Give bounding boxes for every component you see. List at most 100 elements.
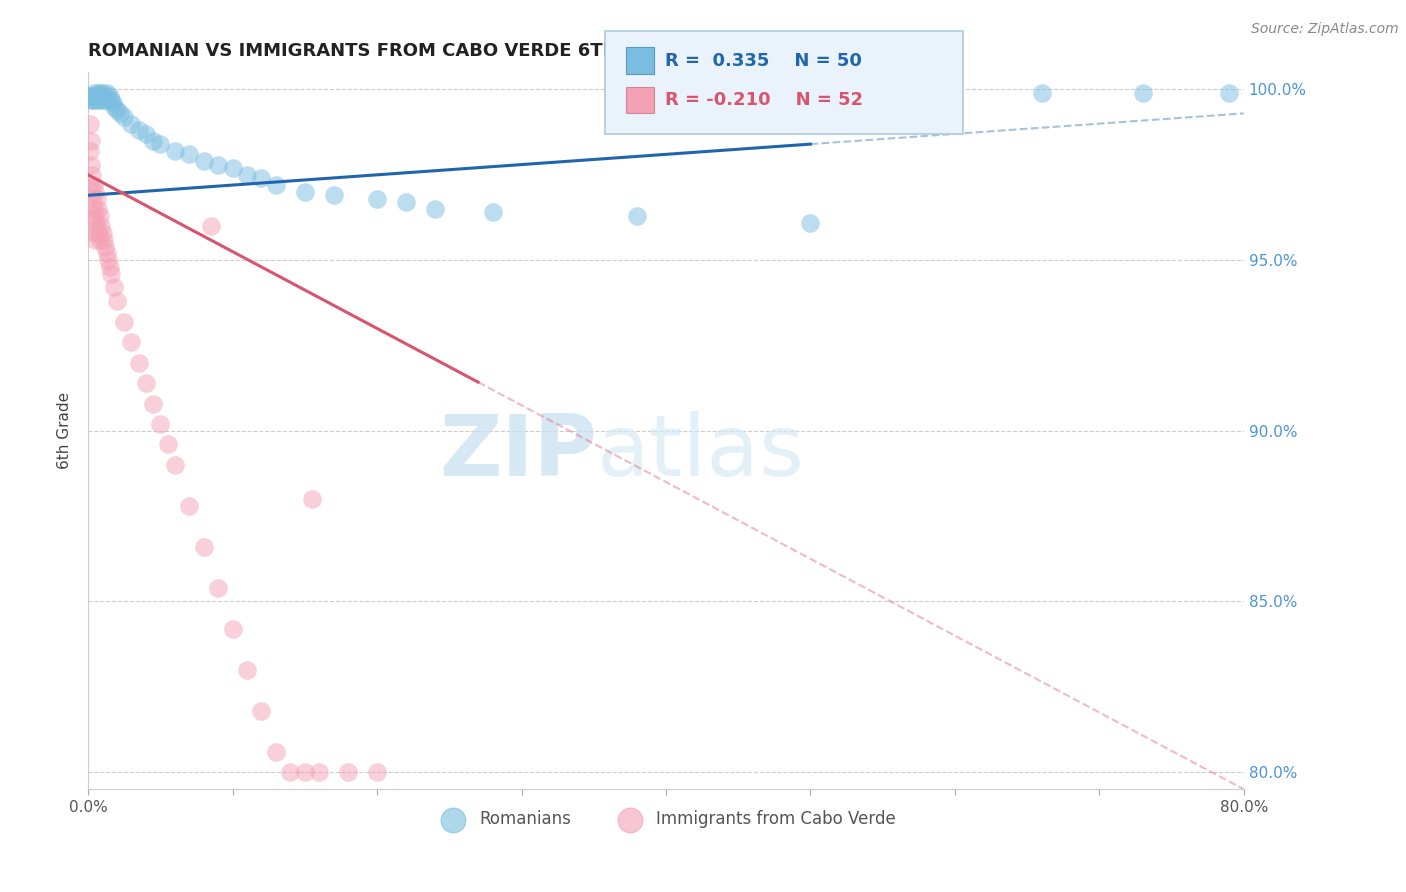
Point <box>799 216 821 230</box>
Point <box>87 226 110 240</box>
Point <box>83 178 105 192</box>
Point <box>179 147 201 161</box>
Point <box>121 117 143 131</box>
Point <box>200 219 222 233</box>
Point <box>101 96 124 111</box>
Point <box>93 233 115 247</box>
Point <box>89 86 111 100</box>
Point <box>1218 86 1240 100</box>
Point <box>108 106 131 120</box>
Point <box>221 622 243 636</box>
Point <box>207 581 229 595</box>
Point <box>103 99 125 113</box>
Point <box>79 89 101 103</box>
Point <box>308 765 330 780</box>
Point <box>94 89 117 103</box>
Point <box>142 396 165 410</box>
Point <box>82 168 104 182</box>
Point <box>98 89 121 103</box>
Point <box>301 492 323 507</box>
Point <box>94 239 117 253</box>
Text: ZIP: ZIP <box>439 411 596 494</box>
Point <box>221 161 243 175</box>
Point <box>280 765 302 780</box>
Point <box>82 93 104 107</box>
Point <box>193 540 215 554</box>
Point <box>87 202 110 216</box>
Point <box>366 192 388 206</box>
Point <box>98 260 121 274</box>
Point <box>90 93 112 107</box>
Point <box>89 89 111 103</box>
Point <box>337 765 360 780</box>
Point <box>142 134 165 148</box>
Text: R =  0.335    N = 50: R = 0.335 N = 50 <box>665 52 862 70</box>
Point <box>91 89 114 103</box>
Point <box>264 178 287 192</box>
Point <box>84 89 107 103</box>
Point <box>112 110 135 124</box>
Point <box>90 219 112 233</box>
Point <box>91 226 114 240</box>
Point <box>80 134 103 148</box>
Point <box>112 315 135 329</box>
Point <box>395 195 418 210</box>
Point <box>626 209 648 223</box>
Point <box>163 458 186 472</box>
Point <box>322 188 344 202</box>
Point <box>89 209 111 223</box>
Point <box>103 280 125 294</box>
Point <box>79 144 101 158</box>
Point <box>86 219 108 233</box>
Point <box>236 663 259 677</box>
Point <box>80 181 103 195</box>
Point <box>84 233 107 247</box>
Point <box>100 267 122 281</box>
Point <box>80 93 103 107</box>
Point <box>82 192 104 206</box>
Point <box>91 86 114 100</box>
Point <box>193 154 215 169</box>
Text: R = -0.210    N = 52: R = -0.210 N = 52 <box>665 91 863 109</box>
Point <box>82 212 104 227</box>
Point <box>121 334 143 349</box>
Point <box>156 437 179 451</box>
Legend: Romanians, Immigrants from Cabo Verde: Romanians, Immigrants from Cabo Verde <box>429 804 903 835</box>
Point <box>83 202 105 216</box>
Point <box>105 294 128 309</box>
Point <box>84 185 107 199</box>
Point <box>1132 86 1154 100</box>
Point <box>163 144 186 158</box>
Point <box>100 93 122 107</box>
Point <box>87 86 110 100</box>
Point <box>83 226 105 240</box>
Point <box>149 417 172 431</box>
Point <box>89 233 111 247</box>
Point <box>97 93 120 107</box>
Point <box>96 246 118 260</box>
Point <box>264 745 287 759</box>
Point <box>294 765 316 780</box>
Point <box>93 93 115 107</box>
Text: ROMANIAN VS IMMIGRANTS FROM CABO VERDE 6TH GRADE CORRELATION CHART: ROMANIAN VS IMMIGRANTS FROM CABO VERDE 6… <box>89 42 915 60</box>
Point <box>423 202 446 216</box>
Point <box>87 93 110 107</box>
Point <box>83 86 105 100</box>
Text: Source: ZipAtlas.com: Source: ZipAtlas.com <box>1251 22 1399 37</box>
Point <box>366 765 388 780</box>
Point <box>80 158 103 172</box>
Point <box>128 355 150 369</box>
Point <box>1031 86 1053 100</box>
Point <box>79 117 101 131</box>
Point <box>135 376 157 390</box>
Text: atlas: atlas <box>596 411 804 494</box>
Point <box>128 123 150 137</box>
Point <box>105 103 128 117</box>
Point <box>84 209 107 223</box>
Point <box>86 89 108 103</box>
Point <box>135 127 157 141</box>
Point <box>86 192 108 206</box>
Point <box>294 185 316 199</box>
Point <box>207 158 229 172</box>
Point <box>97 253 120 268</box>
